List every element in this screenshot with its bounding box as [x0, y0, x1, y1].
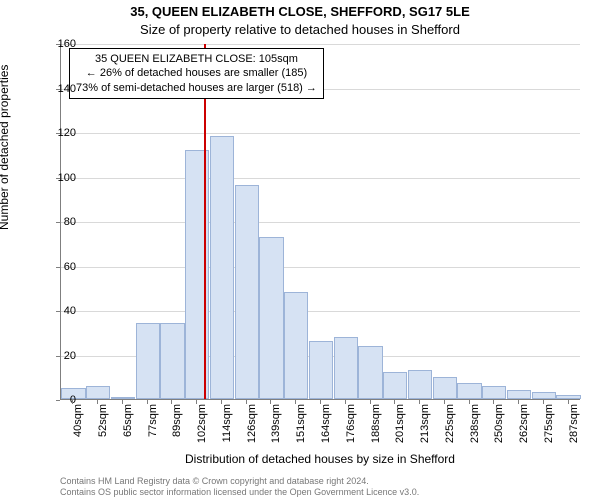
x-tick-label: 213sqm [419, 404, 431, 454]
histogram-bar [284, 292, 308, 399]
x-tick-label: 275sqm [543, 404, 555, 454]
x-tick-label: 139sqm [270, 404, 282, 454]
histogram-bar [507, 390, 531, 399]
histogram-bar [433, 377, 457, 399]
x-axis-label: Distribution of detached houses by size … [60, 452, 580, 466]
x-tick-label: 201sqm [394, 404, 406, 454]
y-tick-label: 20 [64, 350, 76, 362]
histogram-bar [358, 346, 382, 399]
y-tick-mark [56, 400, 60, 401]
annotation-box: 35 QUEEN ELIZABETH CLOSE: 105sqm ← 26% o… [69, 48, 324, 99]
x-tick-label: 126sqm [246, 404, 258, 454]
x-tick-label: 52sqm [97, 404, 109, 454]
x-tick-label: 40sqm [72, 404, 84, 454]
x-tick-label: 176sqm [345, 404, 357, 454]
y-tick-label: 60 [64, 261, 76, 273]
y-tick-label: 40 [64, 305, 76, 317]
y-tick-mark [56, 178, 60, 179]
y-tick-mark [56, 44, 60, 45]
y-tick-mark [56, 356, 60, 357]
x-tick-label: 151sqm [295, 404, 307, 454]
chart-title-desc: Size of property relative to detached ho… [0, 22, 600, 37]
x-tick-label: 250sqm [493, 404, 505, 454]
x-tick-label: 65sqm [122, 404, 134, 454]
histogram-bar [457, 383, 481, 399]
histogram-bar [556, 395, 580, 399]
annotation-line3: 73% of semi-detached houses are larger (… [76, 81, 317, 95]
x-tick-label: 102sqm [196, 404, 208, 454]
histogram-bar [160, 323, 184, 399]
y-tick-mark [56, 89, 60, 90]
attribution: Contains HM Land Registry data © Crown c… [60, 476, 580, 498]
histogram-bar [482, 386, 506, 399]
y-tick-label: 100 [58, 172, 76, 184]
chart-title-address: 35, QUEEN ELIZABETH CLOSE, SHEFFORD, SG1… [0, 4, 600, 19]
histogram-bar [309, 341, 333, 399]
y-axis-label: Number of detached properties [0, 65, 11, 230]
histogram-bar [383, 372, 407, 399]
y-tick-mark [56, 222, 60, 223]
y-tick-mark [56, 267, 60, 268]
x-tick-label: 164sqm [320, 404, 332, 454]
x-tick-label: 77sqm [147, 404, 159, 454]
histogram-bar [111, 397, 135, 399]
x-tick-label: 287sqm [568, 404, 580, 454]
x-tick-label: 188sqm [370, 404, 382, 454]
histogram-bar [86, 386, 110, 399]
y-tick-label: 140 [58, 83, 76, 95]
attribution-line2: Contains OS public sector information li… [60, 487, 580, 498]
annotation-line2: ← 26% of detached houses are smaller (18… [76, 66, 317, 80]
y-tick-mark [56, 311, 60, 312]
x-tick-label: 89sqm [171, 404, 183, 454]
x-tick-label: 238sqm [469, 404, 481, 454]
x-tick-label: 262sqm [518, 404, 530, 454]
chart-container: 35, QUEEN ELIZABETH CLOSE, SHEFFORD, SG1… [0, 0, 600, 500]
y-tick-label: 160 [58, 38, 76, 50]
histogram-bar [210, 136, 234, 399]
histogram-bar [235, 185, 259, 399]
annotation-line1: 35 QUEEN ELIZABETH CLOSE: 105sqm [76, 52, 317, 66]
histogram-bar [334, 337, 358, 399]
histogram-bar [532, 392, 556, 399]
histogram-bar [408, 370, 432, 399]
x-tick-label: 225sqm [444, 404, 456, 454]
attribution-line1: Contains HM Land Registry data © Crown c… [60, 476, 580, 487]
y-tick-label: 80 [64, 216, 76, 228]
histogram-bar [259, 237, 283, 399]
histogram-bar [136, 323, 160, 399]
plot-area: 35 QUEEN ELIZABETH CLOSE: 105sqm ← 26% o… [60, 44, 580, 400]
y-tick-label: 120 [58, 127, 76, 139]
y-tick-mark [56, 133, 60, 134]
x-tick-label: 114sqm [221, 404, 233, 454]
